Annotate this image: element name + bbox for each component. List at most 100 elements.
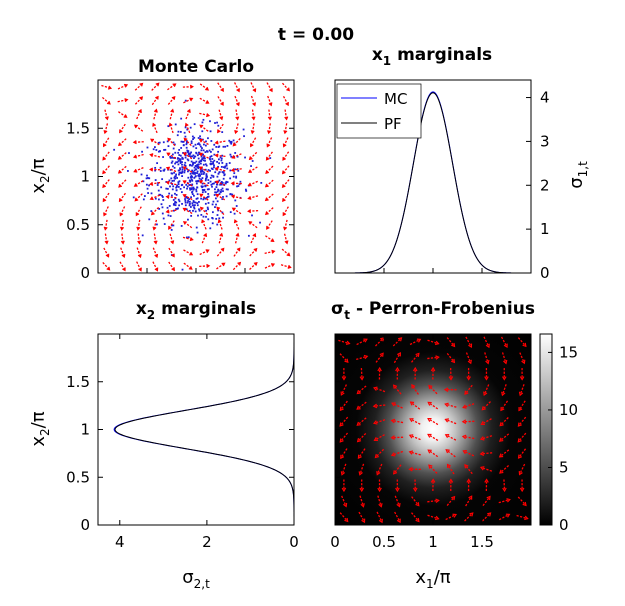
field-arrow: [428, 464, 438, 474]
sample-point: [198, 160, 201, 163]
sample-point: [177, 151, 180, 154]
sample-point: [212, 200, 215, 203]
x2-marginal-curves: [113, 334, 295, 525]
sample-point: [190, 187, 193, 190]
sample-point: [163, 169, 165, 172]
sample-point: [218, 193, 221, 195]
field-arrow-head: [237, 261, 242, 266]
field-arrow: [373, 404, 386, 407]
field-arrow: [465, 495, 473, 507]
field-arrow-head: [199, 124, 204, 129]
sample-point: [211, 148, 214, 151]
field-arrow-head: [341, 487, 347, 493]
sample-point: [190, 176, 192, 179]
sample-point: [195, 160, 198, 163]
sample-point: [269, 157, 272, 159]
field-arrow: [118, 165, 127, 174]
field-arrow-head: [435, 498, 440, 504]
sample-point: [193, 136, 196, 139]
field-arrow-head: [484, 478, 489, 483]
x2-marginals-ytick-label: 0: [80, 516, 90, 534]
field-arrow: [201, 219, 207, 230]
sample-point: [198, 173, 201, 176]
sample-point: [244, 156, 246, 159]
field-arrow: [134, 180, 144, 187]
field-arrow: [134, 167, 144, 173]
sample-point: [193, 204, 196, 207]
sample-point: [233, 212, 236, 215]
field-arrow-head: [220, 247, 225, 252]
sample-point: [201, 158, 203, 161]
field-arrow: [167, 83, 176, 91]
field-arrow: [134, 83, 143, 91]
sample-point: [162, 156, 164, 158]
field-arrow-head: [270, 238, 275, 242]
field-arrow-head: [518, 391, 524, 397]
field-arrow-head: [250, 130, 255, 135]
field-arrow-head: [356, 421, 361, 426]
sample-point: [176, 161, 179, 164]
sample-point: [193, 123, 196, 126]
field-arrow: [119, 192, 126, 202]
field-arrow: [282, 206, 289, 216]
field-arrow: [445, 403, 457, 408]
monte-carlo-ylabel: x2/π: [28, 158, 52, 193]
sample-point: [189, 172, 192, 175]
sample-point: [202, 159, 205, 162]
field-arrow-head: [408, 450, 414, 455]
field-arrow-head: [339, 406, 344, 412]
field-arrow-head: [360, 503, 365, 508]
field-arrow-head: [104, 116, 109, 121]
sample-point: [147, 192, 150, 194]
field-arrow-head: [408, 434, 414, 439]
field-arrow-head: [281, 170, 286, 175]
sample-point: [180, 225, 183, 227]
sample-point: [175, 194, 178, 196]
field-arrow-head: [480, 421, 485, 426]
field-arrow: [234, 219, 240, 230]
legend-label-pf: PF: [384, 115, 402, 133]
field-arrow-head: [340, 471, 346, 476]
field-arrow: [411, 353, 420, 363]
sample-point: [207, 137, 209, 140]
sample-point: [230, 155, 233, 158]
field-arrow-head: [443, 387, 449, 392]
sample-point: [194, 143, 197, 146]
sample-point: [184, 198, 186, 200]
sample-point: [175, 161, 177, 164]
sample-point: [228, 139, 231, 142]
field-arrow: [118, 179, 127, 188]
field-arrow-head: [409, 418, 414, 423]
field-arrow: [268, 109, 271, 120]
monte-carlo-ytick-label: 0: [80, 264, 90, 282]
field-arrow-head: [167, 137, 172, 142]
sample-point: [225, 188, 228, 191]
field-arrow-head: [466, 478, 471, 483]
sample-point: [146, 146, 149, 149]
sample-point: [177, 183, 180, 186]
sample-point: [154, 179, 157, 181]
sample-point: [192, 162, 194, 165]
sample-point: [188, 200, 191, 203]
field-arrow-head: [411, 384, 416, 389]
sample-point: [187, 200, 189, 202]
perron-frobenius-xtick-label: 1.5: [470, 533, 494, 551]
sample-point: [198, 201, 200, 203]
sample-point: [185, 146, 188, 149]
field-arrow-head: [283, 130, 288, 135]
field-arrow-head: [138, 108, 142, 113]
field-arrow-head: [186, 108, 191, 113]
monte-carlo-ytick-label: 0.5: [66, 216, 90, 234]
field-arrow-head: [339, 422, 344, 427]
field-arrow-head: [124, 98, 129, 103]
sample-point: [203, 171, 206, 174]
field-arrow: [356, 417, 367, 426]
sample-point: [188, 179, 191, 182]
field-arrow: [118, 138, 127, 146]
sample-point: [209, 150, 212, 153]
sample-point: [209, 180, 212, 183]
field-arrow-head: [378, 518, 383, 524]
sample-point: [172, 199, 175, 201]
sample-point: [174, 201, 177, 204]
sample-point: [202, 215, 205, 218]
